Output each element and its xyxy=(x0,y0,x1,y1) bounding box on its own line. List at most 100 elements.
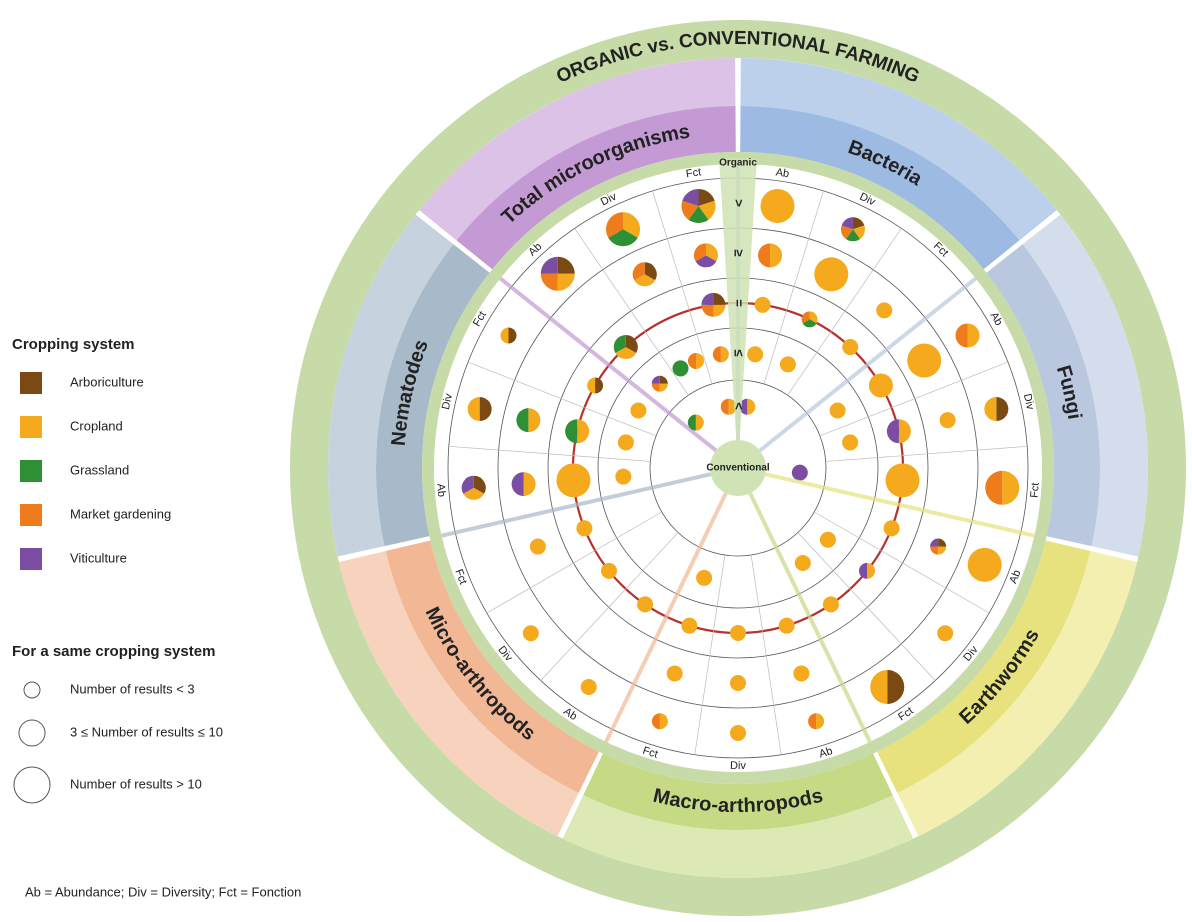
pie-slice xyxy=(540,256,558,274)
group-divider xyxy=(441,472,712,538)
pie-slice xyxy=(712,346,721,363)
result-pie xyxy=(822,596,839,613)
pie-slice xyxy=(467,397,480,422)
result-pie xyxy=(859,562,876,579)
result-pie xyxy=(730,725,746,741)
pie-slice xyxy=(688,205,709,223)
legend-title: Cropping system xyxy=(12,336,135,353)
level-label: > xyxy=(732,199,747,207)
result-pie xyxy=(630,402,647,419)
metric-label: Ab xyxy=(988,310,1005,328)
pie-slice xyxy=(651,383,660,392)
pie-slice xyxy=(955,323,968,348)
metric-divider xyxy=(574,228,689,396)
metric-divider xyxy=(448,445,651,462)
group-divider xyxy=(758,276,977,453)
legend-label: Viticulture xyxy=(70,550,127,565)
level-label: = xyxy=(732,299,747,307)
pie-slice xyxy=(754,296,771,313)
pie-slice xyxy=(511,472,524,497)
pie-slice xyxy=(814,257,849,292)
pie-slice xyxy=(523,472,536,497)
pie-slice xyxy=(984,397,997,422)
result-pie xyxy=(794,555,811,572)
pie-slice xyxy=(930,546,939,555)
pie-slice xyxy=(842,434,859,451)
metric-label: Ab xyxy=(1007,568,1023,585)
result-pie xyxy=(467,397,492,422)
result-pie xyxy=(613,335,638,360)
result-pie xyxy=(617,434,634,451)
pie-slice xyxy=(695,352,704,369)
pie-slice xyxy=(576,520,593,537)
pie-slice xyxy=(557,256,575,274)
pie-slice xyxy=(720,398,729,415)
result-pie xyxy=(600,562,617,579)
pie-slice xyxy=(937,625,954,642)
result-pie xyxy=(576,520,593,537)
size-legend-label: Number of results < 3 xyxy=(70,681,195,696)
pie-slice xyxy=(529,538,546,555)
result-pie xyxy=(984,397,1009,422)
metric-divider xyxy=(652,190,713,385)
result-pie xyxy=(819,531,836,548)
pie-slice xyxy=(672,360,689,377)
metric-label-path: Div xyxy=(730,760,747,772)
pie-slice xyxy=(868,373,893,398)
result-pie xyxy=(758,243,783,268)
size-swatch xyxy=(13,766,51,804)
pie-slice xyxy=(557,273,575,291)
result-pie xyxy=(829,402,846,419)
image-band xyxy=(1022,214,1148,557)
result-pie xyxy=(651,375,668,392)
pie-slice xyxy=(681,617,698,634)
legend-swatch xyxy=(20,372,42,394)
metric-label-path: Ab xyxy=(818,745,834,760)
pie-slice xyxy=(885,463,920,498)
pie-slice xyxy=(842,339,859,356)
pie-slice xyxy=(887,669,905,704)
result-pie xyxy=(681,617,698,634)
metric-label: Div xyxy=(1021,393,1036,412)
metric-label-path: Ab xyxy=(775,166,790,180)
result-pie xyxy=(885,463,920,498)
pie-slice xyxy=(938,538,947,547)
result-pie xyxy=(556,463,591,498)
size-legend-label: Number of results > 10 xyxy=(70,776,202,791)
pie-slice xyxy=(540,273,558,291)
image-band xyxy=(327,214,454,557)
size-legend-label: 3 ≤ Number of results ≤ 10 xyxy=(70,724,223,739)
metric-label: Fct xyxy=(1028,482,1041,498)
result-pie xyxy=(791,464,808,481)
result-pie xyxy=(930,538,947,555)
result-pie xyxy=(883,520,900,537)
metric-label-path: Ab xyxy=(434,483,447,497)
pie-slice xyxy=(500,327,509,344)
metric-label: Ab xyxy=(775,166,790,180)
pie-slice xyxy=(508,327,517,344)
pie-slice xyxy=(634,274,656,287)
pie-slice xyxy=(867,562,876,579)
pie-slice xyxy=(852,217,865,230)
pie-slice xyxy=(793,665,810,682)
pie-slice xyxy=(637,596,654,613)
result-pie xyxy=(779,356,796,373)
result-pie xyxy=(632,262,657,287)
pie-slice xyxy=(682,188,699,206)
metric-divider xyxy=(486,511,662,614)
pie-slice xyxy=(651,375,660,384)
result-pie xyxy=(687,414,704,431)
pie-slice xyxy=(625,335,638,354)
pie-slice xyxy=(644,262,657,281)
result-pie xyxy=(955,323,980,348)
pie-slice xyxy=(587,377,596,394)
pie-slice xyxy=(461,475,474,494)
pie-slice xyxy=(659,375,668,384)
pie-slice xyxy=(713,292,726,305)
label-band xyxy=(456,106,736,270)
pie-slice xyxy=(819,531,836,548)
pie-slice xyxy=(883,520,900,537)
pie-slice xyxy=(840,225,853,239)
pie-slice xyxy=(705,243,718,262)
footnote: Ab = Abundance; Div = Diversity; Fct = F… xyxy=(25,884,301,899)
